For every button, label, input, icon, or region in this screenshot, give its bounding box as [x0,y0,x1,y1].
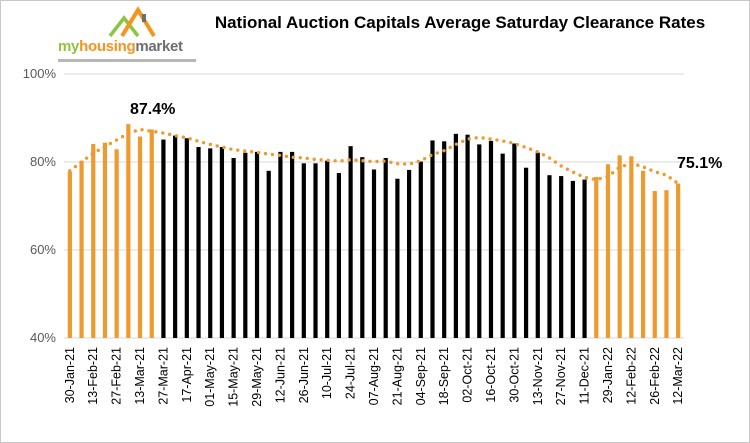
x-tick-label: 18-Sep-21 [437,347,451,405]
x-tick-label: 07-Aug-21 [367,347,381,405]
x-tick-label: 27-Feb-21 [110,347,124,405]
y-tick-label: 80% [30,154,56,169]
myhousingmarket-logo: myhousingmarket [58,6,198,68]
x-tick-label: 12-Jun-21 [273,347,287,403]
bar [465,134,470,338]
x-tick-label: 12-Feb-22 [624,347,638,405]
bar [605,164,611,338]
logo-wordmark: myhousingmarket [58,38,183,55]
x-tick-label: 29-Jan-22 [601,347,615,403]
chart-title: National Auction Capitals Average Saturd… [214,13,706,32]
x-tick-label: 12-Mar-22 [671,347,685,405]
bar [664,190,669,338]
bar [126,124,131,338]
x-tick-label: 13-Mar-21 [133,347,147,405]
bar [418,161,423,338]
bar [594,176,599,338]
bar [559,176,564,338]
y-tick-label: 40% [30,330,56,345]
bar [173,135,178,338]
bar [137,136,143,338]
x-tick-label: 30-Oct-21 [507,347,521,403]
bar [442,141,447,338]
bar [301,163,306,338]
bar [336,173,342,338]
bar [231,158,236,338]
bar [196,147,201,338]
bar [67,171,72,338]
trend-line [68,127,680,186]
bar [512,143,517,338]
bar [652,191,657,338]
x-tick-label: 04-Sep-21 [414,347,428,405]
y-tick-label: 100% [23,66,57,81]
x-tick-label: 11-Dec-21 [578,347,592,404]
bar [219,147,225,338]
bar [208,148,213,338]
x-tick-label: 27-Nov-21 [554,347,568,405]
bar [430,140,435,338]
y-tick-label: 60% [30,242,56,257]
x-tick-label: 27-Mar-21 [156,347,170,405]
bar [243,152,248,338]
bar [629,156,634,338]
bar [371,169,377,338]
bar [91,143,96,338]
x-tick-label: 15-May-21 [227,347,241,407]
bar [79,160,84,338]
bar [477,144,482,338]
x-tick-label: 13-Nov-21 [531,347,545,405]
logo-tagline [58,59,196,62]
bar [114,149,119,338]
bar [348,146,353,338]
x-tick-label: 10-Jul-21 [320,347,334,399]
x-tick-label: 24-Jul-21 [344,347,358,399]
bar [500,153,505,338]
bar [313,163,318,338]
bar [290,151,295,338]
start-annotation: 87.4% [130,101,175,118]
bar [254,151,260,338]
bar [453,133,458,338]
x-tick-label: 26-Feb-22 [648,347,662,405]
bar [383,158,388,338]
bar [570,180,575,338]
bar [488,140,494,338]
bar [523,167,529,338]
x-tick-label: 17-Apr-21 [180,347,194,403]
bar [266,170,271,338]
bar [406,169,412,338]
x-tick-label: 21-Aug-21 [390,347,404,405]
x-tick-label: 30-Jan-21 [63,347,77,403]
bar [161,139,166,338]
bar [547,175,552,338]
bar [640,170,646,338]
x-tick-label: 29-May-21 [250,347,264,407]
x-tick-label: 13-Feb-21 [86,347,100,405]
bar [184,138,189,338]
end-annotation: 75.1% [677,155,722,172]
bar [617,155,622,338]
bar [325,160,330,338]
x-tick-label: 16-Oct-21 [484,347,498,403]
x-tick-label: 26-Jun-21 [297,347,311,403]
bar [102,142,108,338]
x-tick-label: 02-Oct-21 [461,347,475,403]
bar [582,179,587,338]
bar [149,129,154,338]
bar [360,157,365,338]
house-roof-icon [108,6,156,38]
bar [535,152,540,338]
bar [676,183,681,338]
x-tick-label: 01-May-21 [203,347,217,407]
bar [278,151,283,338]
bar [395,178,400,338]
